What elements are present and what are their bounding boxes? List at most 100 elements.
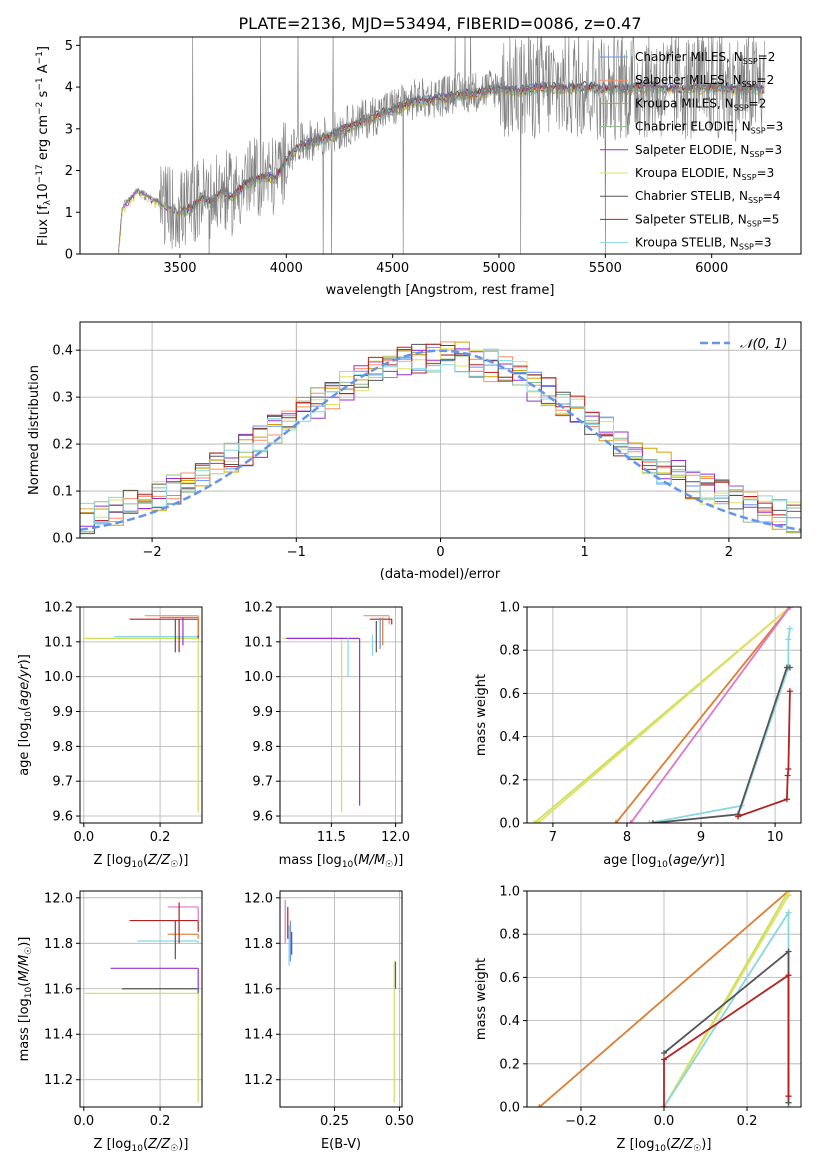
weight-vs-age-series-line — [649, 628, 791, 823]
legend-entry-label: Chabrier MILES, NSSP=2 — [635, 50, 775, 66]
weight-vs-z-xtick-label: 0.0 — [654, 1114, 675, 1129]
age-vs-z-ytick-label: 10.0 — [44, 670, 73, 685]
age-vs-mass-panel: 11.5 12.0 9.6 9.7 9.8 9.9 10.0 10.1 10.2 mass [l… — [244, 601, 410, 871]
mass-vs-ebv-ytick-label: 12.0 — [244, 891, 273, 906]
legend-entry-text: Kroupa MILES, N — [635, 96, 734, 110]
spectrum-xlabel: wavelength [Angstrom, rest frame] — [326, 283, 555, 298]
weight-vs-age-point-marker — [612, 820, 619, 823]
weight-vs-z-point-marker — [661, 1104, 667, 1107]
spectrum-xtick-label: 5500 — [589, 261, 622, 276]
weight-vs-age-series-line — [629, 607, 791, 823]
legend-entry-sub: SSP — [748, 196, 763, 205]
legend-entry-tail: =3 — [764, 143, 782, 157]
weight-vs-z-ytick-label: 0.2 — [499, 1057, 520, 1072]
weight-vs-z-ytick-label: 1.0 — [499, 885, 520, 900]
legend-entry-sub: SSP — [743, 57, 758, 66]
mass-vs-z-xtick-label: 0.0 — [73, 1114, 94, 1129]
age-vs-z-xtick-label: 0.2 — [150, 830, 171, 845]
spectrum-xtick-label: 5000 — [482, 261, 515, 276]
mass-vs-ebv-ytick-label: 11.4 — [244, 1028, 273, 1043]
residual-ytick-label: 0.2 — [52, 438, 73, 453]
legend-entry-label: Salpeter STELIB, NSSP=5 — [635, 212, 779, 228]
legend-entry-label: Kroupa ELODIE, NSSP=3 — [635, 166, 774, 182]
weight-vs-z-ytick-label: 0.8 — [499, 928, 520, 943]
mass-vs-ebv-xlabel: E(B-V) — [321, 1137, 361, 1152]
weight-vs-age-point-marker — [784, 772, 791, 779]
weight-vs-z-panel: −0.2 0.0 0.2 0.0 0.2 0.4 0.6 0.8 1.0 Z [log10(Z/… — [474, 885, 802, 1154]
mass-vs-ebv-ytick-label: 11.6 — [244, 982, 273, 997]
legend-entry-sub: SSP — [739, 243, 754, 252]
weight-vs-z-point-marker — [785, 948, 792, 955]
legend-entry-text: Kroupa STELIB, N — [635, 236, 739, 250]
residual-panel: −2 −1 0 1 2 0.0 0.1 0.2 0.3 0.4 (data-model)/erro… — [27, 321, 802, 582]
age-vs-mass-ytick-label: 10.0 — [244, 670, 273, 685]
mass-vs-z-ytick-label: 12.0 — [44, 891, 73, 906]
legend-entry-tail: =3 — [757, 166, 775, 180]
weight-vs-age-lines — [531, 607, 793, 823]
observed-spectrum-line — [118, 37, 765, 254]
mass-vs-z-ytick-label: 11.8 — [44, 937, 73, 952]
weight-vs-z-xtick-label: −0.2 — [565, 1114, 597, 1129]
legend-entry-tail: =3 — [754, 236, 772, 250]
legend-entry-sub: SSP — [734, 103, 749, 112]
legend-entry-label: Kroupa MILES, NSSP=2 — [635, 96, 766, 112]
weight-vs-age-ytick-label: 1.0 — [499, 601, 520, 616]
mass-vs-ebv-panel: 0.25 0.50 11.2 11.4 11.6 11.8 12.0 E(B-V) — [244, 890, 414, 1152]
age-vs-z-panel: 0.0 0.2 9.6 9.7 9.8 9.9 10.0 10.1 10.2 Z [log10(… — [17, 601, 203, 870]
weight-vs-age-series-line — [737, 691, 791, 818]
residual-ytick-label: 0.0 — [52, 532, 73, 547]
spectrum-ytick-label: 5 — [65, 39, 73, 54]
spectrum-xtick-label: 4000 — [270, 261, 303, 276]
legend-entry-text: Chabrier STELIB, N — [635, 189, 748, 203]
age-vs-z-ytick-label: 10.1 — [44, 635, 73, 650]
legend-entry-text: Kroupa ELODIE, N — [635, 166, 742, 180]
age-vs-mass-ytick-label: 9.7 — [252, 775, 273, 790]
legend-entry-tail: =3 — [766, 120, 784, 134]
residual-xtick-label: 0 — [436, 545, 444, 560]
age-vs-z-ytick-label: 9.7 — [52, 775, 73, 790]
weight-vs-z-series-line — [663, 949, 790, 1103]
residual-histogram — [80, 348, 801, 533]
mass-vs-ebv-xtick-label: 0.25 — [320, 1114, 349, 1129]
age-vs-z-ytick-label: 9.6 — [52, 810, 73, 825]
residual-ytick-label: 0.1 — [52, 485, 73, 500]
legend-entry-tail: =2 — [749, 96, 767, 110]
residual-ytick-label: 0.4 — [52, 344, 73, 359]
mass-vs-z-ytick-label: 11.2 — [44, 1073, 73, 1088]
age-vs-mass-xlabel: mass [log10(M/M☉)] — [279, 853, 404, 870]
residual-xtick-label: −2 — [143, 545, 162, 560]
legend-entry-label: Chabrier STELIB, NSSP=4 — [635, 189, 781, 205]
age-vs-z-xlabel: Z [log10(Z/Z☉)] — [94, 853, 189, 870]
mass-vs-z-ytick-label: 11.4 — [44, 1028, 73, 1043]
weight-vs-z-ytick-label: 0.6 — [499, 971, 520, 986]
age-vs-z-axes-frame — [79, 606, 203, 824]
legend-entry-label: Salpeter ELODIE, NSSP=3 — [635, 143, 782, 159]
weight-vs-age-series-line — [537, 607, 791, 823]
weight-vs-age-point-marker — [535, 820, 542, 823]
weight-vs-age-point-marker — [786, 664, 793, 671]
mass-vs-z-xlabel: Z [log10(Z/Z☉)] — [94, 1137, 189, 1154]
age-vs-z-ytick-label: 10.2 — [44, 601, 73, 616]
weight-vs-z-point-marker — [785, 1093, 792, 1100]
legend-entry-sub: SSP — [749, 150, 764, 159]
weight-vs-age-ytick-label: 0.4 — [499, 730, 520, 745]
spectrum-xtick-label: 6000 — [695, 261, 728, 276]
weight-vs-z-axes-frame — [526, 890, 802, 1108]
weight-vs-z-point-marker — [785, 1099, 792, 1106]
age-vs-mass-ytick-label: 9.6 — [252, 810, 273, 825]
weight-vs-age-axes-frame — [526, 606, 802, 824]
spectrum-axes-frame — [79, 36, 802, 255]
legend-entry-sub: SSP — [742, 80, 757, 89]
figure-title: PLATE=2136, MJD=53494, FIBERID=0086, z=0… — [238, 14, 641, 33]
mass-vs-ebv-ytick-label: 11.2 — [244, 1073, 273, 1088]
spectrum-ytick-label: 0 — [65, 248, 73, 263]
age-vs-mass-axes-frame — [279, 606, 403, 824]
legend-entry-tail: =2 — [757, 73, 775, 87]
weight-vs-z-ylabel: mass weight — [474, 958, 489, 1040]
weight-vs-age-point-marker — [785, 636, 792, 643]
legend-entry-label: Chabrier ELODIE, NSSP=3 — [635, 120, 783, 136]
weight-vs-z-series-line — [538, 891, 790, 1107]
weight-vs-z-point-marker — [785, 909, 792, 916]
age-vs-z-ytick-label: 9.8 — [52, 740, 73, 755]
